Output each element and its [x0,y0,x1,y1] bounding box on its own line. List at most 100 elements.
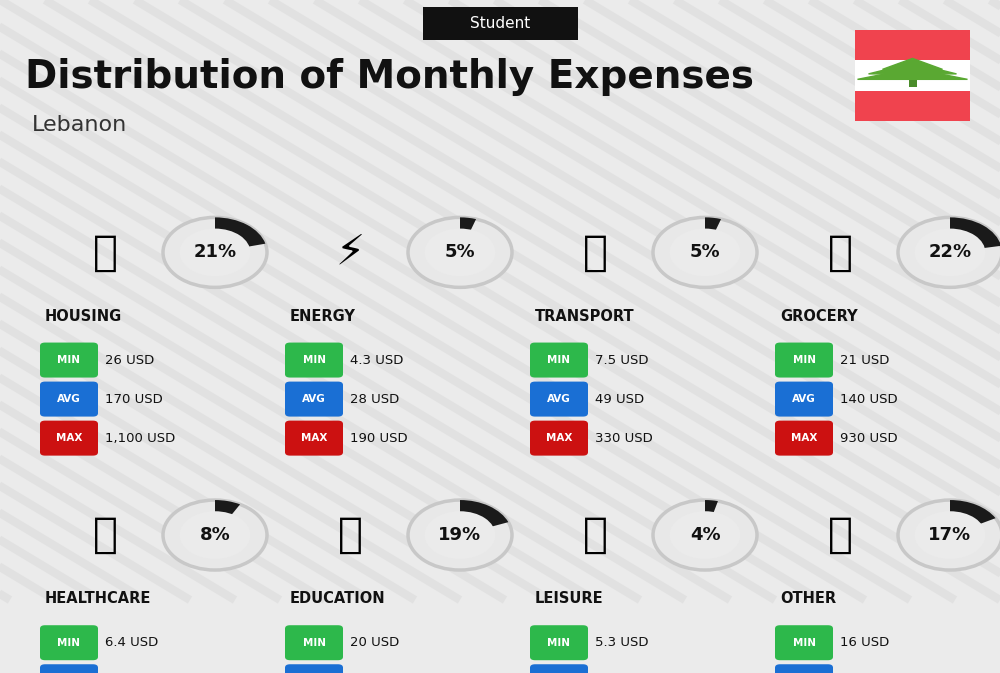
Text: MAX: MAX [546,433,572,443]
Text: 26 USD: 26 USD [105,353,154,367]
Text: MAX: MAX [301,433,327,443]
Text: AVG: AVG [792,394,816,404]
Circle shape [653,500,757,570]
FancyBboxPatch shape [40,421,98,456]
Text: MIN: MIN [548,355,570,365]
Text: OTHER: OTHER [780,592,836,606]
Circle shape [915,229,985,276]
Circle shape [670,511,740,559]
Circle shape [180,511,250,559]
Text: MIN: MIN [58,355,80,365]
Text: 22%: 22% [928,244,972,261]
Text: 💰: 💰 [828,514,853,556]
Circle shape [425,511,495,559]
Text: 190 USD: 190 USD [350,431,408,445]
Text: MIN: MIN [792,638,816,647]
FancyBboxPatch shape [285,625,343,660]
Circle shape [425,229,495,276]
Wedge shape [950,217,1000,252]
Circle shape [915,511,985,559]
Circle shape [898,500,1000,570]
Text: HOUSING: HOUSING [45,309,122,324]
FancyBboxPatch shape [285,664,343,673]
Text: 21%: 21% [193,244,237,261]
FancyBboxPatch shape [40,664,98,673]
Text: EDUCATION: EDUCATION [290,592,386,606]
Text: LEISURE: LEISURE [535,592,604,606]
FancyBboxPatch shape [530,382,588,417]
Text: 5%: 5% [445,244,475,261]
Wedge shape [950,500,996,535]
Circle shape [653,217,757,287]
Text: Distribution of Monthly Expenses: Distribution of Monthly Expenses [25,59,754,96]
Circle shape [180,229,250,276]
Text: AVG: AVG [57,394,81,404]
Text: 4.3 USD: 4.3 USD [350,353,403,367]
Bar [855,61,970,91]
Polygon shape [868,63,956,74]
FancyBboxPatch shape [775,421,833,456]
Circle shape [408,500,512,570]
Wedge shape [460,500,508,535]
Text: GROCERY: GROCERY [780,309,858,324]
Text: 4%: 4% [690,526,720,544]
Bar [855,30,970,121]
FancyBboxPatch shape [530,421,588,456]
Text: 20 USD: 20 USD [350,636,399,649]
Text: 6.4 USD: 6.4 USD [105,636,158,649]
FancyBboxPatch shape [422,7,578,40]
FancyBboxPatch shape [775,382,833,417]
Text: AVG: AVG [302,394,326,404]
Circle shape [180,511,250,559]
Text: MIN: MIN [792,355,816,365]
Wedge shape [215,217,265,252]
FancyBboxPatch shape [775,664,833,673]
Text: 21 USD: 21 USD [840,353,889,367]
Text: Student: Student [470,16,530,31]
Text: MIN: MIN [302,638,326,647]
Text: 16 USD: 16 USD [840,636,889,649]
Polygon shape [883,59,942,69]
Bar [60,505,150,565]
FancyBboxPatch shape [530,664,588,673]
Circle shape [898,217,1000,287]
FancyBboxPatch shape [775,343,833,378]
Polygon shape [857,69,968,79]
Circle shape [425,229,495,276]
FancyBboxPatch shape [285,421,343,456]
Bar [855,91,970,121]
Bar [908,76,916,87]
FancyBboxPatch shape [775,625,833,660]
Circle shape [180,229,250,276]
FancyBboxPatch shape [530,625,588,660]
Text: MIN: MIN [302,355,326,365]
Circle shape [915,229,985,276]
Bar [60,222,150,283]
Text: 🏢: 🏢 [93,232,118,273]
FancyBboxPatch shape [285,382,343,417]
Text: 28 USD: 28 USD [350,392,399,406]
Wedge shape [215,500,240,535]
Wedge shape [460,217,476,252]
Text: ⚡: ⚡ [335,232,365,273]
Text: 17%: 17% [928,526,972,544]
Text: Lebanon: Lebanon [32,114,127,135]
Text: HEALTHCARE: HEALTHCARE [45,592,151,606]
Text: MIN: MIN [58,638,80,647]
Text: 5.3 USD: 5.3 USD [595,636,649,649]
Bar [550,505,640,565]
Text: 7.5 USD: 7.5 USD [595,353,649,367]
Text: ENERGY: ENERGY [290,309,356,324]
FancyBboxPatch shape [40,625,98,660]
Bar [855,30,970,61]
Circle shape [425,511,495,559]
Text: 140 USD: 140 USD [840,392,898,406]
Text: 🛍: 🛍 [582,514,608,556]
Circle shape [915,511,985,559]
FancyBboxPatch shape [40,343,98,378]
Bar [305,505,395,565]
Bar [550,222,640,283]
Circle shape [670,229,740,276]
Circle shape [163,500,267,570]
Wedge shape [705,500,718,535]
